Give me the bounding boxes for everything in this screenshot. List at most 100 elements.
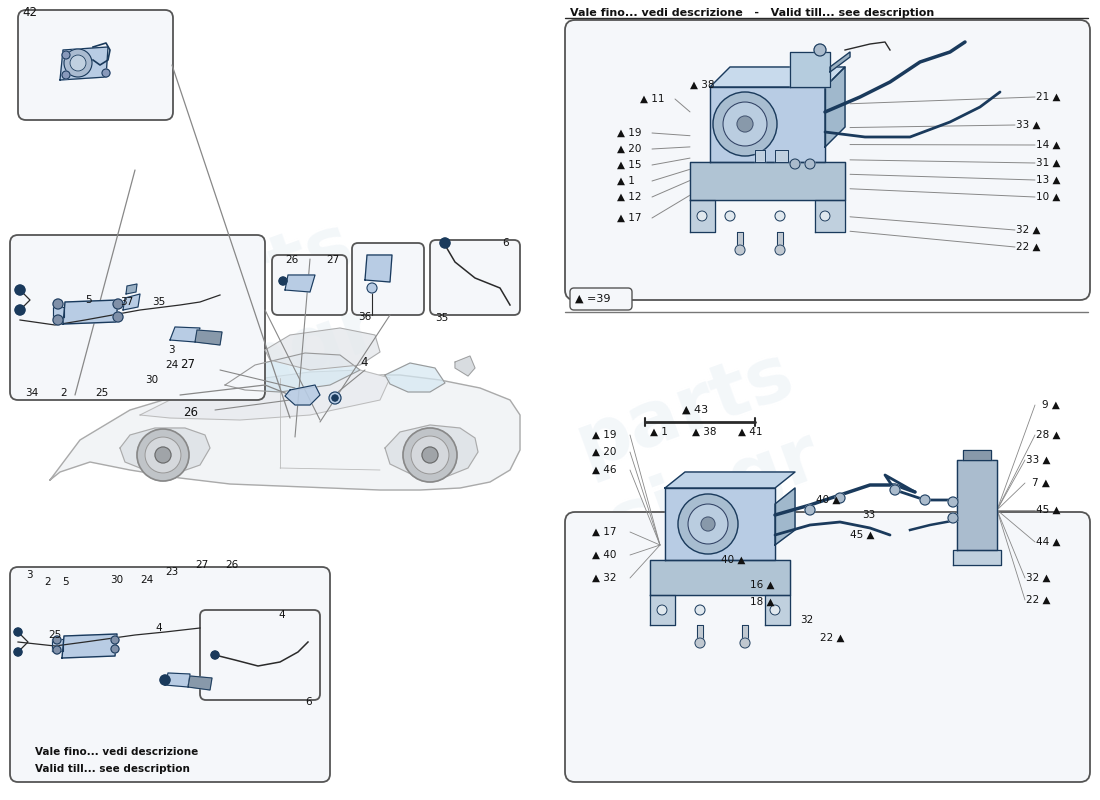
Polygon shape: [953, 550, 1001, 565]
Circle shape: [678, 494, 738, 554]
Circle shape: [53, 646, 60, 654]
Text: 25: 25: [95, 388, 108, 398]
Circle shape: [725, 211, 735, 221]
Polygon shape: [650, 595, 675, 625]
Polygon shape: [962, 450, 991, 460]
Polygon shape: [777, 232, 783, 250]
FancyBboxPatch shape: [10, 567, 330, 782]
Text: 34: 34: [25, 388, 39, 398]
Text: 33 ▲: 33 ▲: [1015, 120, 1040, 130]
Text: 10 ▲: 10 ▲: [1035, 192, 1060, 202]
Circle shape: [15, 305, 25, 315]
Text: 35: 35: [152, 297, 165, 307]
Circle shape: [701, 517, 715, 531]
Circle shape: [64, 49, 92, 77]
FancyBboxPatch shape: [430, 240, 520, 315]
Polygon shape: [790, 52, 830, 87]
Circle shape: [713, 92, 777, 156]
Text: 13 ▲: 13 ▲: [1035, 175, 1060, 185]
Polygon shape: [690, 200, 715, 232]
Circle shape: [948, 513, 958, 523]
Text: 44 ▲: 44 ▲: [1035, 537, 1060, 547]
FancyBboxPatch shape: [200, 610, 320, 700]
Circle shape: [279, 277, 287, 285]
Text: ▲ 1: ▲ 1: [617, 176, 635, 186]
Polygon shape: [742, 625, 748, 643]
Circle shape: [657, 605, 667, 615]
FancyBboxPatch shape: [272, 255, 346, 315]
Polygon shape: [710, 87, 825, 162]
Polygon shape: [455, 356, 475, 376]
Text: Vale fino... vedi descrizione   -   Valid till... see description: Vale fino... vedi descrizione - Valid ti…: [570, 8, 934, 18]
Circle shape: [814, 44, 826, 56]
Circle shape: [53, 315, 63, 325]
Text: 6: 6: [305, 697, 311, 707]
Circle shape: [102, 69, 110, 77]
Text: ▲ 15: ▲ 15: [617, 160, 641, 170]
Circle shape: [332, 395, 338, 401]
Text: 16 ▲: 16 ▲: [750, 580, 776, 590]
Polygon shape: [764, 595, 790, 625]
Text: Vale fino... vedi descrizione: Vale fino... vedi descrizione: [35, 747, 198, 757]
Circle shape: [62, 51, 70, 59]
Text: 23: 23: [165, 567, 178, 577]
Text: 35: 35: [434, 313, 449, 323]
Text: ▲ 19: ▲ 19: [592, 430, 616, 440]
FancyBboxPatch shape: [570, 288, 632, 310]
Text: ▲ 46: ▲ 46: [592, 465, 616, 475]
Text: ▲ 41: ▲ 41: [738, 427, 762, 437]
Text: 37: 37: [120, 297, 133, 307]
Circle shape: [14, 648, 22, 656]
FancyBboxPatch shape: [565, 512, 1090, 782]
Circle shape: [948, 497, 958, 507]
Polygon shape: [776, 150, 788, 162]
Text: 33: 33: [862, 510, 876, 520]
Polygon shape: [265, 328, 379, 370]
Polygon shape: [165, 673, 190, 687]
Text: ▲ 40: ▲ 40: [592, 550, 616, 560]
Polygon shape: [957, 460, 997, 550]
Circle shape: [160, 675, 170, 685]
Text: 22 ▲: 22 ▲: [1015, 242, 1040, 252]
Text: 2: 2: [60, 388, 67, 398]
Text: 3: 3: [26, 570, 33, 580]
Polygon shape: [170, 327, 200, 342]
Circle shape: [790, 159, 800, 169]
Text: parts
singr: parts singr: [126, 206, 394, 434]
Text: 9 ▲: 9 ▲: [1042, 400, 1060, 410]
Circle shape: [697, 211, 707, 221]
Circle shape: [695, 605, 705, 615]
Circle shape: [688, 504, 728, 544]
Circle shape: [422, 447, 438, 463]
Polygon shape: [755, 150, 764, 162]
Text: 21 ▲: 21 ▲: [1035, 92, 1060, 102]
Circle shape: [329, 392, 341, 404]
Circle shape: [805, 505, 815, 515]
Text: ▲ 17: ▲ 17: [592, 527, 616, 537]
Text: 26: 26: [285, 255, 298, 265]
Polygon shape: [830, 52, 850, 72]
Text: 4: 4: [360, 357, 367, 370]
Polygon shape: [737, 232, 742, 250]
Polygon shape: [285, 275, 315, 292]
Text: 5: 5: [62, 577, 68, 587]
Polygon shape: [776, 488, 795, 545]
Text: ▲ =39: ▲ =39: [575, 294, 611, 304]
Polygon shape: [697, 625, 703, 643]
Polygon shape: [385, 425, 478, 476]
Text: ▲ 20: ▲ 20: [592, 447, 616, 457]
Text: 33 ▲: 33 ▲: [1025, 455, 1050, 465]
Polygon shape: [50, 375, 520, 490]
Circle shape: [62, 71, 70, 79]
Text: 14 ▲: 14 ▲: [1035, 140, 1060, 150]
Polygon shape: [690, 162, 845, 200]
FancyBboxPatch shape: [352, 243, 424, 315]
Text: 32: 32: [800, 615, 813, 625]
Text: ▲ 43: ▲ 43: [682, 405, 708, 415]
Polygon shape: [52, 639, 63, 651]
Polygon shape: [140, 370, 390, 420]
Text: ▲ 38: ▲ 38: [692, 427, 716, 437]
Circle shape: [70, 55, 86, 71]
Circle shape: [776, 245, 785, 255]
Polygon shape: [815, 200, 845, 232]
